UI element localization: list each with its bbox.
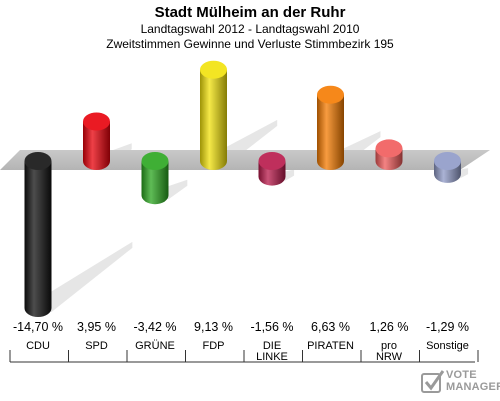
category-label: FDP — [203, 340, 225, 352]
vote-manager-logo: VOTE MANAGER — [420, 368, 500, 396]
value-label: 1,26 % — [370, 320, 409, 334]
category-label: NRW — [376, 351, 403, 363]
category-label: GRÜNE — [135, 340, 175, 352]
value-label: -14,70 % — [13, 320, 63, 334]
category-label: PIRATEN — [307, 340, 354, 352]
chart-title: Stadt Mülheim an der Ruhr — [154, 4, 346, 21]
bar-die-linke — [258, 152, 286, 186]
chart-subtitle-2: Zweitstimmen Gewinne und Verluste Stimmb… — [106, 37, 394, 51]
category-label: LINKE — [256, 351, 288, 363]
category-label: CDU — [26, 340, 50, 352]
checkmark-icon — [421, 370, 445, 393]
bar-cdu — [24, 152, 52, 317]
value-label: -1,29 % — [426, 320, 469, 334]
chart-titles: Stadt Mülheim an der Ruhr Landtagswahl 2… — [0, 0, 500, 52]
baseline-plane — [0, 150, 490, 170]
value-label: 9,13 % — [194, 320, 233, 334]
value-label: -3,42 % — [133, 320, 176, 334]
logo-line-1: VOTE — [446, 369, 477, 381]
value-label: -1,56 % — [250, 320, 293, 334]
bar-piraten — [317, 85, 344, 170]
bar-grüne — [141, 152, 169, 205]
category-label: pro — [381, 340, 397, 352]
category-label: DIE — [263, 340, 281, 352]
bar-pro-nrw — [375, 139, 403, 170]
category-label: Sonstige — [426, 340, 469, 352]
value-label: 3,95 % — [77, 320, 116, 334]
value-label: 6,63 % — [311, 320, 350, 334]
logo-line-2: MANAGER — [446, 381, 500, 393]
category-label: SPD — [85, 340, 108, 352]
bar-spd — [83, 112, 110, 170]
bar-sonstige — [434, 152, 461, 183]
bar-fdp — [200, 60, 227, 170]
chart-subtitle: Landtagswahl 2012 - Landtagswahl 2010 — [140, 22, 360, 36]
